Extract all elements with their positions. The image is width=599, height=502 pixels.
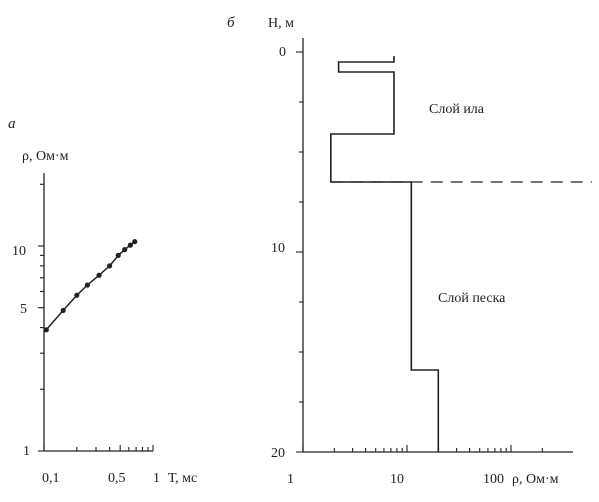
panel-a-data-point	[132, 239, 138, 245]
panel-a-xtick-label-1: 1	[153, 471, 160, 486]
panel-b-series	[329, 56, 440, 452]
panel-a-data-point	[60, 307, 66, 314]
panel-a: а ρ, Ом·м Т, мс 10 5 1 0,1 0,5 1	[8, 116, 197, 486]
panel-a-ylabel: ρ, Ом·м	[22, 149, 69, 164]
panel-a-ytick-label-1: 1	[23, 444, 30, 459]
panel-a-data-point	[127, 242, 133, 248]
panel-b-ytick-label-10: 10	[271, 241, 285, 256]
panel-a-xtick-label-0.5: 0,5	[108, 471, 126, 486]
panel-b-xtick-label-1: 1	[287, 472, 294, 487]
panel-b: б Н, м 0 10 20 1 10 100 ρ, Ом·м Слой ила…	[227, 15, 592, 487]
panel-b-ytick-label-0: 0	[279, 45, 286, 60]
panel-a-xtick-label-0.1: 0,1	[42, 471, 60, 486]
panel-a-series-line	[45, 241, 136, 331]
panel-a-series	[43, 239, 138, 333]
panel-a-data-point	[43, 327, 49, 333]
panel-b-x-ticks	[302, 445, 543, 452]
panel-b-y-ticks	[296, 51, 303, 453]
panel-a-data-point	[96, 272, 102, 278]
panel-b-xlabel: ρ, Ом·м	[512, 472, 559, 487]
panel-a-label: а	[8, 116, 16, 132]
panel-a-data-point	[115, 252, 121, 258]
annotation-sand-layer: Слой песка	[438, 291, 506, 306]
panel-b-resistivity-profile-line	[329, 56, 440, 452]
panel-a-ytick-label-5: 5	[20, 302, 27, 317]
annotation-silt-layer: Слой ила	[429, 102, 485, 117]
panel-a-data-point	[74, 292, 80, 298]
panel-a-x-ticks	[43, 445, 154, 451]
panel-a-xlabel: Т, мс	[168, 471, 197, 486]
panel-a-y-ticks	[38, 183, 44, 452]
panel-a-data-point	[122, 247, 128, 253]
panel-b-xtick-label-10: 10	[390, 472, 404, 487]
panel-a-data-point	[84, 282, 90, 288]
panel-b-xtick-label-100: 100	[483, 472, 504, 487]
panel-a-data-point	[107, 263, 113, 269]
panel-b-ytick-label-20: 20	[271, 446, 285, 461]
panel-a-ytick-label-10: 10	[12, 244, 26, 259]
panel-b-ylabel: Н, м	[268, 16, 294, 31]
panel-b-label: б	[227, 15, 235, 31]
